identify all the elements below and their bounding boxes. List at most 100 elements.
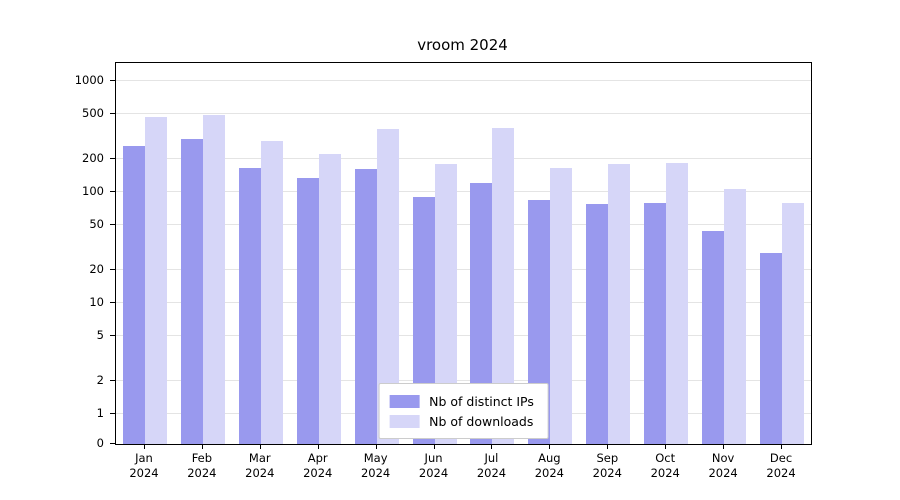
bar-nov-series0 xyxy=(702,230,725,444)
y-tick-mark xyxy=(110,157,115,159)
bar-aug-series0 xyxy=(528,199,551,444)
gridline xyxy=(116,157,811,159)
gridline xyxy=(116,379,811,381)
y-tick-mark xyxy=(110,302,115,303)
x-tick-month: Mar xyxy=(248,451,271,465)
bar-jun-series1 xyxy=(434,163,457,444)
y-tick-label: 500 xyxy=(82,106,104,121)
x-tick-label-jul: Jul 2024 xyxy=(456,451,526,481)
x-tick-mark xyxy=(259,444,261,449)
x-tick-month: Jan xyxy=(135,451,153,465)
y-tick-label: 100 xyxy=(82,184,104,198)
y-tick-mark xyxy=(110,80,115,81)
gridline xyxy=(116,302,811,303)
y-tick-mark xyxy=(110,268,115,270)
chart-title: vroom 2024 xyxy=(417,36,508,54)
x-tick-year: 2024 xyxy=(303,466,333,480)
gridline xyxy=(116,224,811,226)
x-tick-label-jun: Jun 2024 xyxy=(399,451,469,481)
bar-jan-series0 xyxy=(122,145,145,444)
x-tick-label-feb: Feb 2024 xyxy=(167,451,237,481)
y-tick-label: 10 xyxy=(89,295,104,309)
y-tick-label: 200 xyxy=(82,150,104,165)
x-tick-mark xyxy=(665,444,667,449)
y-tick-label: 5 xyxy=(96,328,104,343)
y-tick-label: 20 xyxy=(89,261,104,276)
x-tick-year: 2024 xyxy=(650,466,680,480)
x-tick-month: Nov xyxy=(711,451,735,465)
legend-item-downloads: Nb of downloads xyxy=(389,411,534,431)
x-tick-mark xyxy=(781,444,783,449)
bar-aug-series1 xyxy=(550,167,573,444)
x-tick-label-mar: Mar 2024 xyxy=(225,451,295,481)
bar-apr-series1 xyxy=(318,154,341,444)
x-tick-year: 2024 xyxy=(187,466,217,480)
x-tick-label-aug: Aug 2024 xyxy=(514,451,584,481)
legend-swatch-downloads xyxy=(389,414,420,428)
y-tick-mark xyxy=(110,224,115,226)
x-tick-month: May xyxy=(363,451,388,465)
x-tick-mark xyxy=(607,444,609,449)
x-tick-month: Apr xyxy=(307,451,328,465)
bar-jul-series1 xyxy=(492,127,515,444)
x-tick-label-may: May 2024 xyxy=(341,451,411,481)
bar-dec-series0 xyxy=(760,253,783,444)
x-tick-mark xyxy=(201,444,203,449)
bar-oct-series1 xyxy=(666,163,689,444)
y-tick-label: 1000 xyxy=(74,73,104,87)
x-tick-year: 2024 xyxy=(766,466,796,480)
y-tick-label: 50 xyxy=(89,217,104,232)
x-tick-month: Feb xyxy=(191,451,213,465)
x-tick-label-apr: Apr 2024 xyxy=(283,451,353,481)
bar-dec-series1 xyxy=(782,202,805,444)
legend-label-distinct-ips: Nb of distinct IPs xyxy=(429,393,534,409)
legend: Nb of distinct IPs Nb of downloads xyxy=(378,383,549,439)
bar-oct-series0 xyxy=(644,202,667,444)
x-tick-year: 2024 xyxy=(129,466,159,480)
x-tick-label-oct: Oct 2024 xyxy=(630,451,700,481)
legend-swatch-distinct-ips xyxy=(389,394,420,408)
bar-jul-series0 xyxy=(470,183,493,444)
x-tick-month: Jul xyxy=(484,451,499,465)
x-tick-mark xyxy=(433,444,435,449)
legend-label-downloads: Nb of downloads xyxy=(429,413,534,429)
x-tick-mark xyxy=(317,444,319,449)
x-tick-year: 2024 xyxy=(592,466,622,480)
bar-may-series1 xyxy=(376,128,399,444)
x-tick-label-sep: Sep 2024 xyxy=(572,451,642,481)
bar-apr-series0 xyxy=(296,177,319,444)
y-tick-mark xyxy=(110,413,115,414)
x-tick-month: Aug xyxy=(538,451,561,465)
x-tick-year: 2024 xyxy=(534,466,565,480)
x-tick-month: Jun xyxy=(424,451,443,465)
bar-jun-series0 xyxy=(412,197,435,444)
bar-sep-series1 xyxy=(608,163,631,444)
legend-item-distinct-ips: Nb of distinct IPs xyxy=(389,391,534,411)
x-tick-month: Sep xyxy=(596,451,619,465)
plot-area: Nb of distinct IPs Nb of downloads xyxy=(115,62,812,445)
x-tick-label-dec: Dec 2024 xyxy=(746,451,816,481)
x-tick-year: 2024 xyxy=(418,466,449,480)
x-tick-mark xyxy=(143,444,145,449)
gridline xyxy=(116,113,811,115)
x-tick-year: 2024 xyxy=(476,466,507,480)
gridline xyxy=(116,335,811,337)
x-tick-mark xyxy=(491,444,493,449)
x-tick-month: Oct xyxy=(655,451,676,465)
gridline xyxy=(116,80,811,81)
y-tick-mark xyxy=(110,113,115,115)
bar-nov-series1 xyxy=(724,188,747,444)
bar-mar-series1 xyxy=(260,140,283,444)
x-tick-year: 2024 xyxy=(360,466,391,480)
y-tick-label: 0 xyxy=(96,436,104,450)
x-tick-mark xyxy=(549,444,551,449)
y-tick-label: 1 xyxy=(96,406,104,420)
x-tick-year: 2024 xyxy=(245,466,275,480)
y-tick-mark xyxy=(110,379,115,381)
y-tick-mark xyxy=(110,443,115,444)
gridline xyxy=(116,268,811,270)
x-tick-month: Dec xyxy=(769,451,793,465)
x-tick-mark xyxy=(723,444,725,449)
bar-jan-series1 xyxy=(144,117,167,444)
